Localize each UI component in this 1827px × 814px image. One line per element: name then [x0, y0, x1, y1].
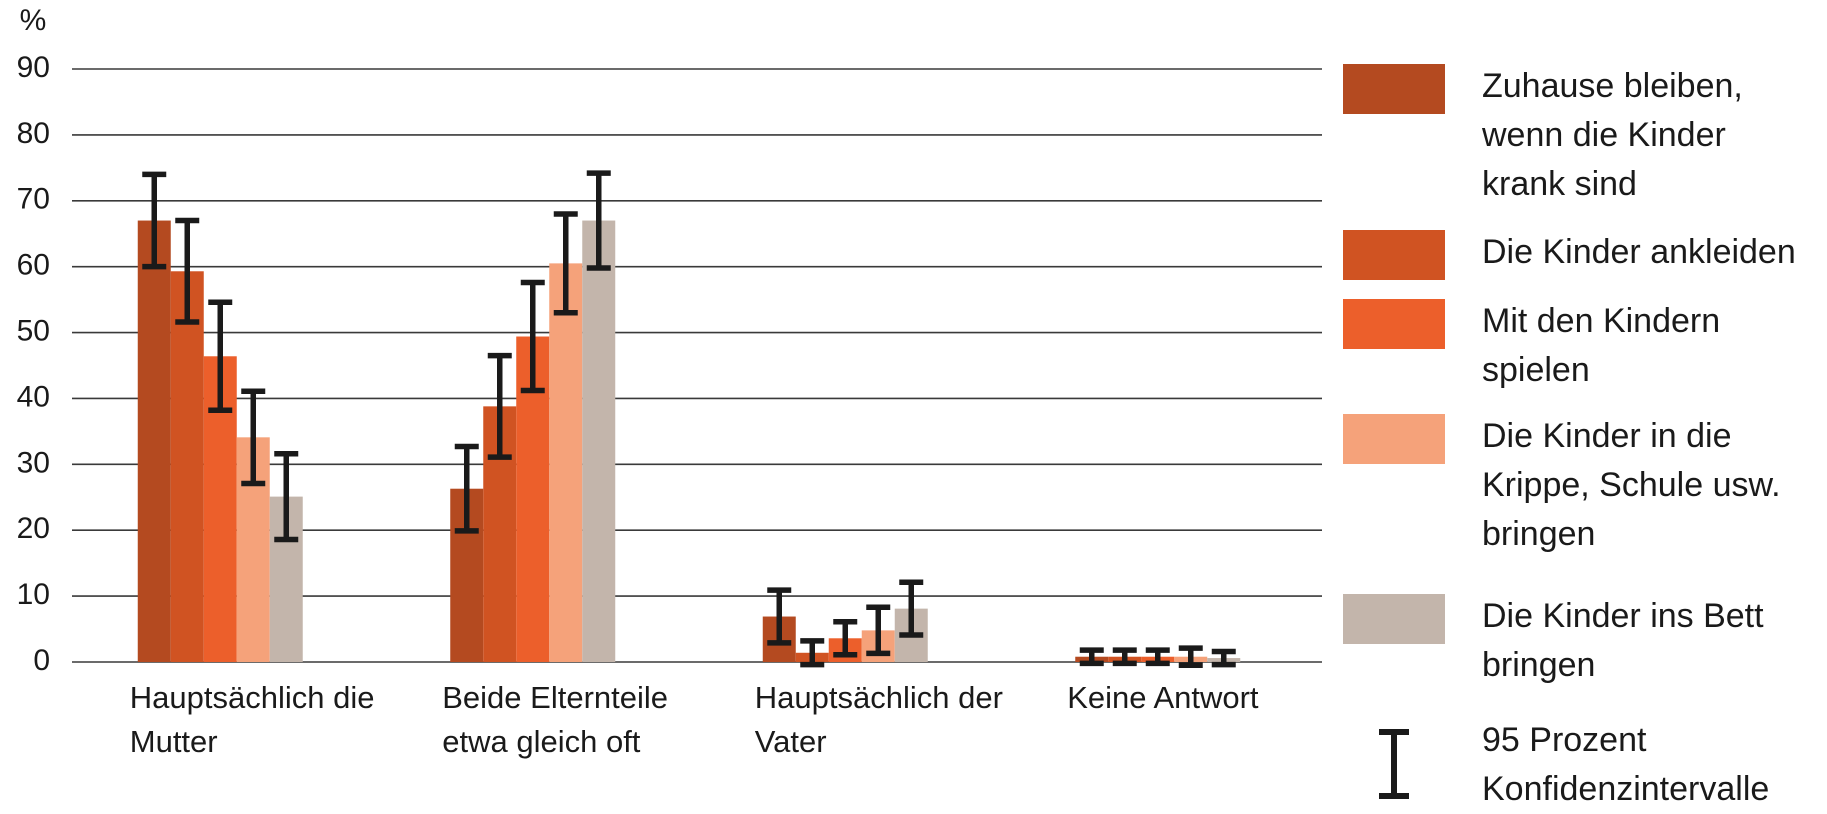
- error-bar: [1178, 645, 1203, 669]
- legend-error-icon: [1379, 729, 1409, 799]
- legend-label: 95 Prozent Konfidenzintervalle: [1482, 721, 1770, 808]
- legend-swatch: [1343, 64, 1445, 114]
- error-bar: [454, 443, 479, 534]
- legend-entry: 95 Prozent Konfidenzintervalle: [1343, 721, 1802, 814]
- legend-swatch: [1343, 299, 1445, 349]
- y-tick-label: 20: [17, 512, 50, 545]
- error-bar: [553, 211, 578, 316]
- legend-label: Die Kinder ins Bett bringen: [1482, 597, 1764, 684]
- error-bar: [241, 388, 266, 487]
- legend-swatch: [1343, 230, 1445, 280]
- error-bar: [866, 604, 891, 657]
- legend-entry: Zuhause bleiben, wenn die Kinder krank s…: [1343, 64, 1802, 209]
- legend-entry: Die Kinder ins Bett bringen: [1343, 594, 1802, 690]
- y-axis-label: %: [20, 4, 47, 37]
- bar: [137, 220, 171, 663]
- y-tick-label: 0: [33, 644, 50, 677]
- error-bar: [175, 217, 200, 325]
- error-bar: [1079, 647, 1104, 667]
- legend-label: Zuhause bleiben, wenn die Kinder krank s…: [1482, 67, 1743, 203]
- legend-swatch: [1343, 414, 1445, 464]
- error-bar: [1145, 647, 1170, 667]
- legend-entry: Die Kinder in die Krippe, Schule usw. br…: [1343, 414, 1802, 559]
- x-tick-label: Beide Elternteile etwa gleich oft: [442, 680, 668, 759]
- bar: [582, 220, 616, 663]
- y-tick-label: 10: [17, 578, 50, 611]
- x-tick-label: Keine Antwort: [1067, 680, 1259, 715]
- error-bar: [800, 638, 825, 668]
- error-bar: [833, 619, 858, 658]
- error-bar: [208, 299, 233, 414]
- y-tick-label: 80: [17, 117, 50, 150]
- legend-swatch: [1343, 594, 1445, 644]
- legend-label: Mit den Kindern spielen: [1482, 302, 1721, 389]
- error-bar: [274, 451, 299, 543]
- error-bar: [1211, 648, 1236, 668]
- bar: [170, 271, 204, 662]
- legend-label: Die Kinder in die Krippe, Schule usw. br…: [1482, 417, 1781, 553]
- error-bar: [520, 279, 545, 394]
- x-tick-label: Hauptsächlich der Vater: [754, 680, 1003, 759]
- error-bar: [487, 352, 512, 460]
- legend-entry: Die Kinder ankleiden: [1343, 230, 1802, 280]
- error-bar: [1112, 647, 1137, 667]
- y-tick-label: 40: [17, 380, 50, 413]
- y-tick-label: 30: [17, 446, 50, 479]
- legend-label: Die Kinder ankleiden: [1482, 233, 1796, 271]
- x-tick-label: Hauptsächlich die Mutter: [129, 680, 375, 759]
- error-bar: [767, 587, 792, 646]
- error-bar: [899, 579, 924, 638]
- error-bar: [142, 171, 167, 270]
- error-bar: [586, 170, 611, 271]
- y-tick-label: 90: [17, 51, 50, 84]
- legend-entry: Mit den Kindern spielen: [1343, 299, 1802, 395]
- y-tick-label: 50: [17, 314, 50, 347]
- y-tick-label: 60: [17, 249, 50, 282]
- bar: [549, 263, 583, 662]
- y-tick-label: 70: [17, 183, 50, 216]
